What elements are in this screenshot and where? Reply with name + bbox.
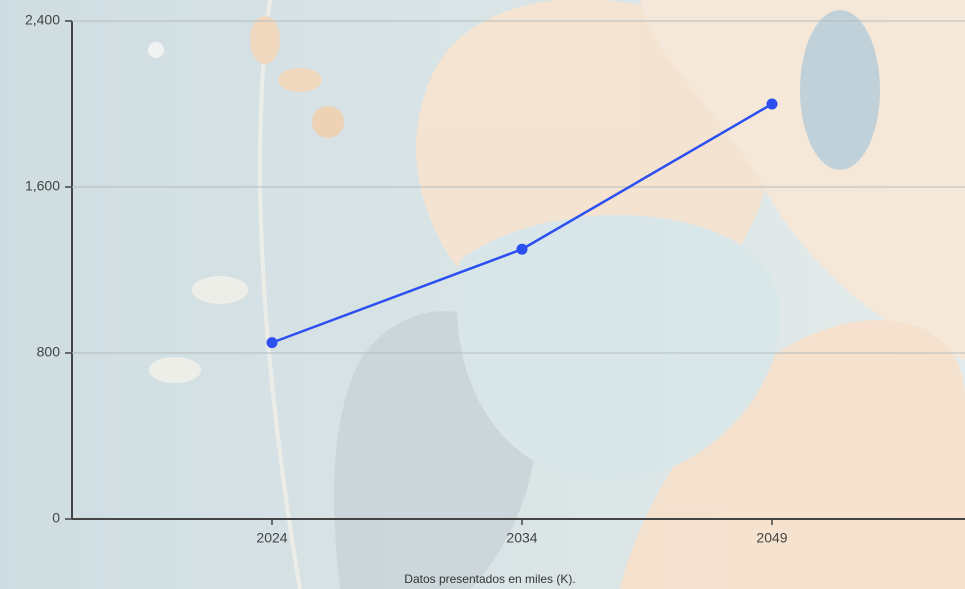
decoration (148, 0, 965, 589)
y-tick-label: 1,600 (25, 178, 60, 194)
x-tick-label: 2049 (756, 530, 787, 546)
point (266, 337, 278, 349)
point (766, 98, 778, 110)
y-tick-label: 2,400 (25, 12, 60, 28)
x-tick-label: 2024 (256, 530, 287, 546)
caption: Datos presentados en miles (K). (404, 572, 575, 586)
y-tick-label: 800 (37, 344, 61, 360)
point (516, 243, 528, 255)
y-tick-label: 0 (52, 510, 60, 526)
x-tick-label: 2034 (506, 530, 537, 546)
